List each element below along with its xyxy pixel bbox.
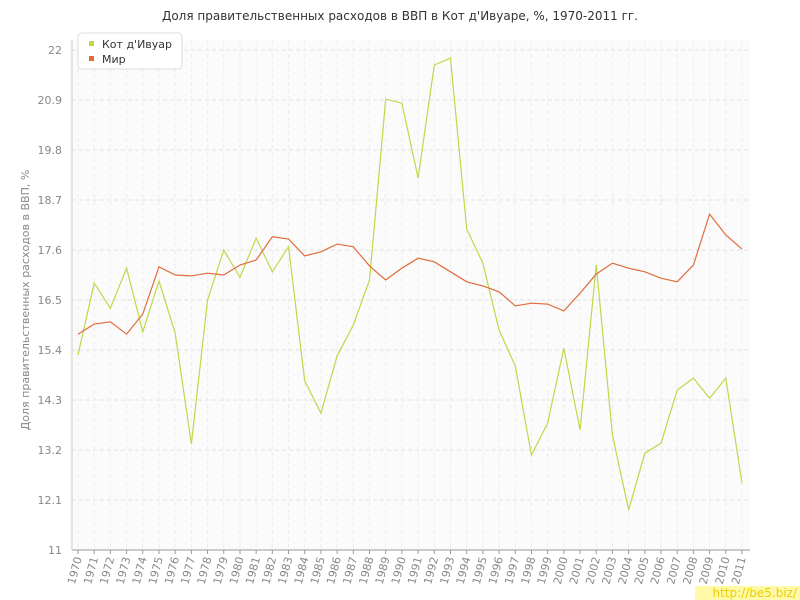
y-tick-label: 18.7 — [38, 194, 63, 207]
watermark: http://be5.biz/ — [712, 586, 797, 600]
y-tick-label: 14.3 — [38, 394, 63, 407]
series-line — [77, 57, 743, 511]
y-tick-label: 11 — [48, 544, 62, 557]
y-axis-label: Доля правительственных расходов в ВВП, % — [19, 170, 32, 431]
legend-swatch — [89, 56, 94, 61]
y-tick-label: 19.8 — [38, 144, 63, 157]
legend-box — [77, 32, 183, 70]
plot-area — [70, 40, 750, 550]
legend-label: Мир — [102, 53, 126, 66]
y-tick-label: 20.9 — [38, 94, 63, 107]
y-tick-label: 13.2 — [38, 444, 63, 457]
y-tick-label: 22 — [48, 44, 62, 57]
legend: Кот д'Ивуар Мир — [77, 32, 183, 70]
y-tick-label: 15.4 — [38, 344, 63, 357]
series-line — [77, 212, 743, 335]
y-tick-label: 16.5 — [38, 294, 63, 307]
y-tick-label: 12.1 — [38, 494, 63, 507]
y-tick-label: 17.6 — [38, 244, 63, 257]
watermark-bg — [695, 586, 800, 600]
legend-label: Кот д'Ивуар — [102, 38, 172, 51]
chart-title: Доля правительственных расходов в ВВП в … — [162, 9, 638, 23]
legend-swatch — [89, 41, 94, 46]
